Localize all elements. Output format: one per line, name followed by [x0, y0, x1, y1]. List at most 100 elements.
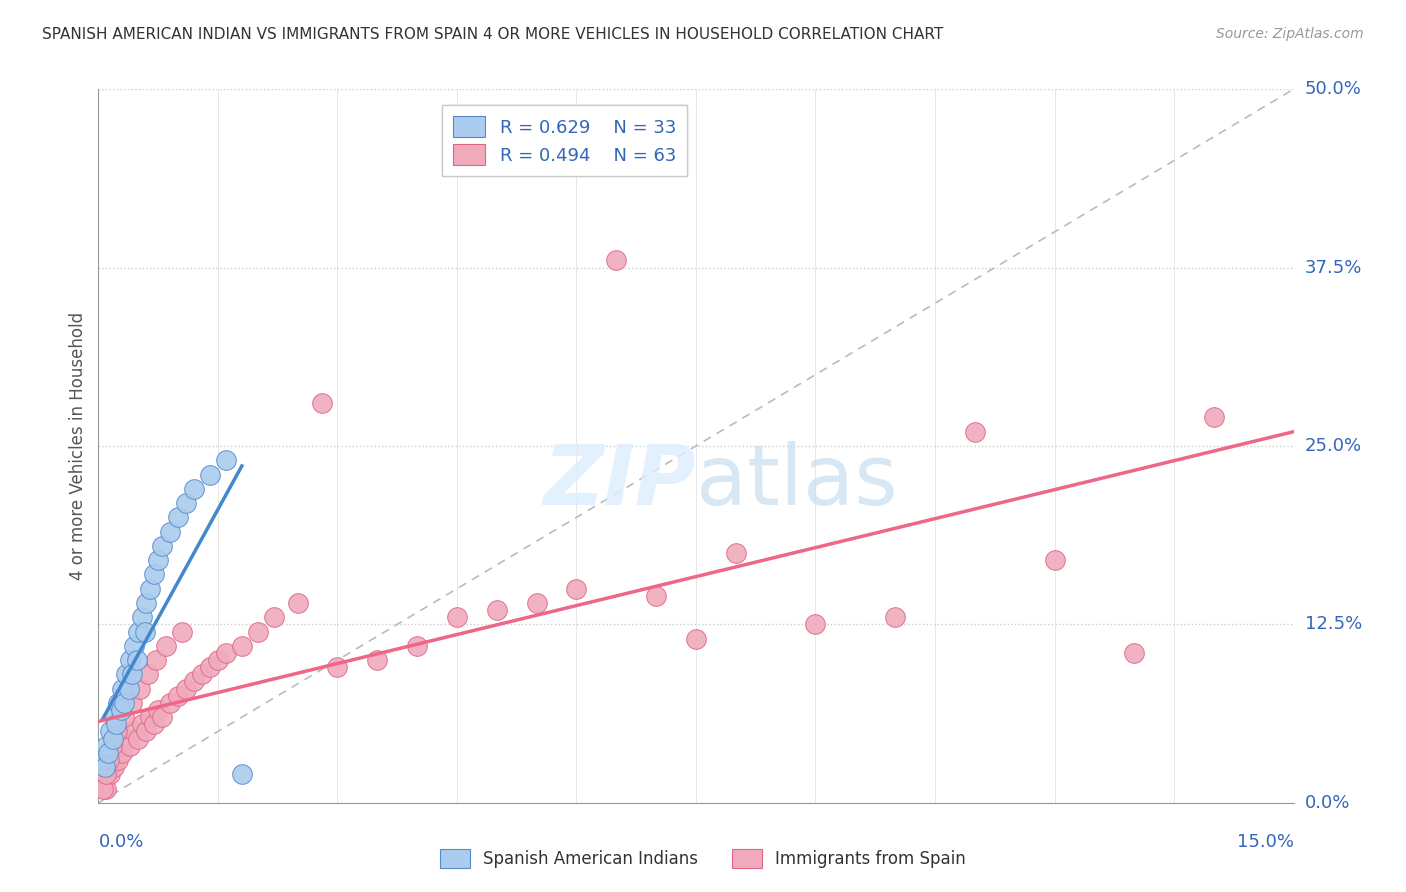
Point: [110, 739, 132, 753]
Point: [1043, 553, 1066, 567]
Text: 25.0%: 25.0%: [1305, 437, 1362, 455]
Point: [96, 781, 118, 796]
Point: [136, 667, 159, 681]
Point: [326, 660, 349, 674]
Point: [174, 681, 197, 696]
Point: [112, 696, 135, 710]
Point: [125, 653, 148, 667]
Point: [215, 453, 238, 467]
Point: [107, 696, 129, 710]
Point: [174, 496, 197, 510]
Point: [103, 760, 125, 774]
Point: [98, 767, 122, 781]
Point: [207, 653, 229, 667]
Legend: Spanish American Indians, Immigrants from Spain: Spanish American Indians, Immigrants fro…: [433, 842, 973, 875]
Point: [135, 724, 157, 739]
Point: [159, 696, 181, 710]
Point: [124, 724, 146, 739]
Point: [446, 610, 468, 624]
Point: [231, 767, 253, 781]
Point: [526, 596, 548, 610]
Point: [1202, 410, 1225, 425]
Point: [91, 781, 114, 796]
Point: [110, 703, 132, 717]
Point: [406, 639, 429, 653]
Point: [101, 731, 124, 746]
Point: [127, 624, 149, 639]
Point: [167, 689, 190, 703]
Point: [605, 253, 627, 268]
Point: [804, 617, 827, 632]
Point: [287, 596, 309, 610]
Point: [98, 724, 122, 739]
Point: [191, 667, 214, 681]
Point: [127, 731, 149, 746]
Point: [263, 610, 285, 624]
Point: [143, 717, 166, 731]
Point: [124, 639, 146, 653]
Point: [145, 653, 167, 667]
Point: [118, 681, 141, 696]
Point: [131, 610, 153, 624]
Point: [97, 746, 120, 760]
Point: [183, 482, 205, 496]
Point: [150, 710, 173, 724]
Point: [104, 746, 127, 760]
Point: [311, 396, 333, 410]
Text: atlas: atlas: [696, 442, 897, 522]
Point: [215, 646, 238, 660]
Point: [101, 753, 124, 767]
Text: SPANISH AMERICAN INDIAN VS IMMIGRANTS FROM SPAIN 4 OR MORE VEHICLES IN HOUSEHOLD: SPANISH AMERICAN INDIAN VS IMMIGRANTS FR…: [42, 27, 943, 42]
Point: [111, 746, 134, 760]
Text: 0.0%: 0.0%: [98, 833, 143, 851]
Point: [94, 767, 117, 781]
Point: [167, 510, 190, 524]
Text: 50.0%: 50.0%: [1305, 80, 1361, 98]
Point: [91, 774, 114, 789]
Legend: R = 0.629    N = 33, R = 0.494    N = 63: R = 0.629 N = 33, R = 0.494 N = 63: [441, 105, 688, 176]
Point: [231, 639, 253, 653]
Point: [96, 739, 118, 753]
Point: [128, 681, 150, 696]
Text: 0.0%: 0.0%: [1305, 794, 1350, 812]
Point: [120, 653, 142, 667]
Point: [120, 739, 142, 753]
Point: [94, 767, 117, 781]
Point: [963, 425, 986, 439]
Text: Source: ZipAtlas.com: Source: ZipAtlas.com: [1216, 27, 1364, 41]
Text: 12.5%: 12.5%: [1305, 615, 1362, 633]
Point: [565, 582, 588, 596]
Point: [884, 610, 907, 624]
Point: [139, 710, 162, 724]
Point: [91, 753, 114, 767]
Point: [115, 667, 138, 681]
Point: [112, 710, 135, 724]
Point: [107, 753, 129, 767]
Point: [172, 624, 194, 639]
Point: [97, 753, 120, 767]
Point: [183, 674, 205, 689]
Text: 15.0%: 15.0%: [1236, 833, 1294, 851]
Point: [135, 596, 157, 610]
Point: [121, 667, 143, 681]
Point: [724, 546, 747, 560]
Point: [155, 639, 177, 653]
Point: [159, 524, 181, 539]
Point: [94, 760, 117, 774]
Point: [115, 731, 138, 746]
Y-axis label: 4 or more Vehicles in Household: 4 or more Vehicles in Household: [69, 312, 87, 580]
Point: [150, 539, 173, 553]
Point: [121, 696, 143, 710]
Point: [97, 760, 120, 774]
Point: [366, 653, 388, 667]
Point: [101, 739, 124, 753]
Text: 37.5%: 37.5%: [1305, 259, 1362, 277]
Point: [105, 724, 128, 739]
Point: [103, 710, 125, 724]
Point: [148, 703, 170, 717]
Point: [198, 467, 221, 482]
Point: [131, 717, 153, 731]
Text: ZIP: ZIP: [543, 442, 696, 522]
Point: [139, 582, 162, 596]
Point: [148, 553, 170, 567]
